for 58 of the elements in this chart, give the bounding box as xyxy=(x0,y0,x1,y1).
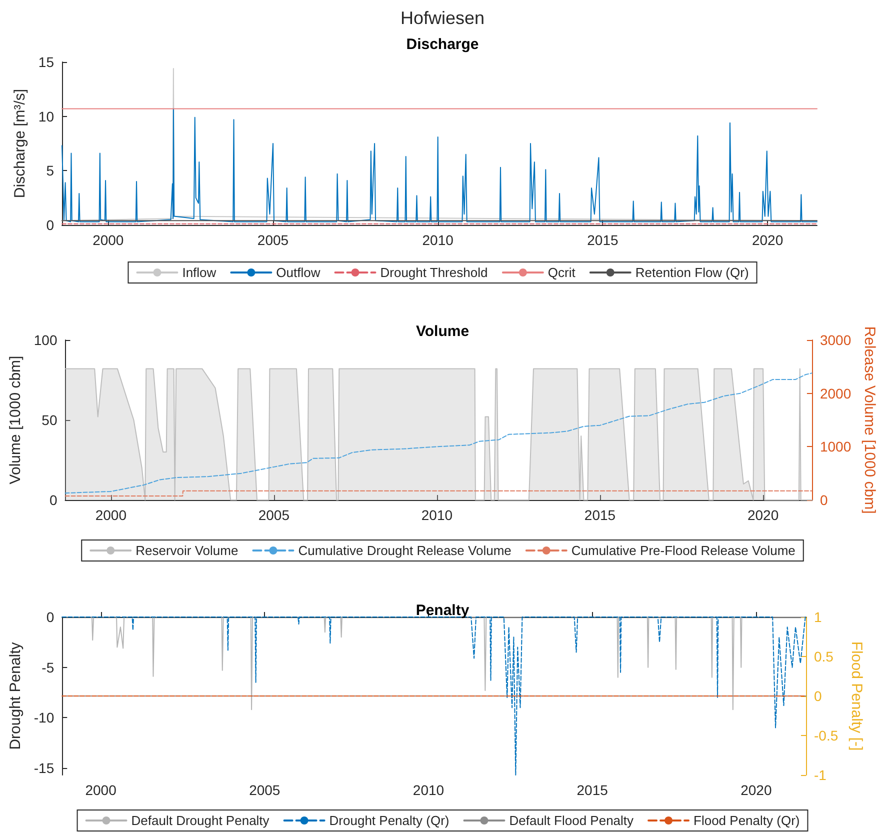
y-tick-label: 100 xyxy=(34,332,58,348)
legend-label: Reservoir Volume xyxy=(136,543,238,558)
legend-label: Cumulative Drought Release Volume xyxy=(298,543,512,558)
y-tick-label: 50 xyxy=(42,412,58,428)
x-tick-label: 2015 xyxy=(584,507,616,523)
x-tick-label: 2010 xyxy=(422,232,454,248)
y-axis-title: Discharge [m³/s] xyxy=(12,88,29,198)
y-tick-label: 0 xyxy=(49,492,58,508)
x-tick-label: 2020 xyxy=(747,507,779,523)
x-tick-label: 2000 xyxy=(95,507,127,523)
y-tick-label: -15 xyxy=(34,760,54,776)
y-axis-title: Drought Penalty xyxy=(7,642,24,750)
legend-label: Default Flood Penalty xyxy=(509,813,634,828)
y2-tick-label: -0.5 xyxy=(814,728,838,744)
y2-tick-label: 2000 xyxy=(820,385,852,402)
legend-label: Retention Flow (Qr) xyxy=(635,265,749,280)
x-tick-label: 2010 xyxy=(412,782,444,798)
legend-label: Flood Penalty (Qr) xyxy=(694,813,800,828)
y2-axis-title: Release Volume [1000 cbm] xyxy=(861,326,878,514)
y2-tick-label: 0 xyxy=(820,492,828,508)
chart-title: Hofwiesen xyxy=(400,8,485,28)
y2-tick-label: -1 xyxy=(814,767,827,783)
legend-label: Cumulative Pre-Flood Release Volume xyxy=(571,543,796,558)
y2-tick-label: 1000 xyxy=(820,438,852,455)
y-tick-label: 5 xyxy=(46,162,54,179)
x-tick-label: 2015 xyxy=(587,232,618,248)
y2-tick-label: 0 xyxy=(814,688,822,704)
chart-subtitle: Discharge xyxy=(406,36,479,53)
line-series xyxy=(62,616,806,776)
x-tick-label: 2020 xyxy=(752,232,784,248)
y-tick-label: 10 xyxy=(38,108,54,124)
legend-label: Default Drought Penalty xyxy=(131,813,270,828)
y2-tick-label: 3000 xyxy=(820,332,852,348)
x-tick-label: 2000 xyxy=(85,782,117,798)
x-tick-label: 2000 xyxy=(92,232,124,248)
x-tick-label: 2010 xyxy=(421,507,453,523)
x-tick-label: 2015 xyxy=(576,782,608,798)
legend-label: Inflow xyxy=(182,265,217,280)
legend-label: Qcrit xyxy=(548,265,576,280)
y-tick-label: -10 xyxy=(34,710,54,726)
legend-label: Drought Penalty (Qr) xyxy=(329,813,450,828)
y-tick-label: 0 xyxy=(46,609,54,625)
line-series xyxy=(62,108,818,222)
y-axis-title: Volume [1000 cbm] xyxy=(7,356,24,484)
y2-axis-title: Flood Penalty [-] xyxy=(848,641,866,751)
legend-label: Outflow xyxy=(276,265,321,280)
x-tick-label: 2005 xyxy=(257,232,289,248)
y-tick-label: -5 xyxy=(42,659,54,676)
x-tick-label: 2005 xyxy=(258,507,290,523)
x-tick-label: 2020 xyxy=(740,782,772,798)
y2-tick-label: 1 xyxy=(814,609,822,625)
y2-tick-label: 0.5 xyxy=(814,648,834,664)
chart-title: Volume xyxy=(416,323,470,340)
chart-title: Penalty xyxy=(416,602,470,619)
y-tick-label: 15 xyxy=(38,54,54,70)
legend-label: Drought Threshold xyxy=(380,265,488,280)
x-tick-label: 2005 xyxy=(249,782,280,798)
y-tick-label: 0 xyxy=(46,217,54,233)
